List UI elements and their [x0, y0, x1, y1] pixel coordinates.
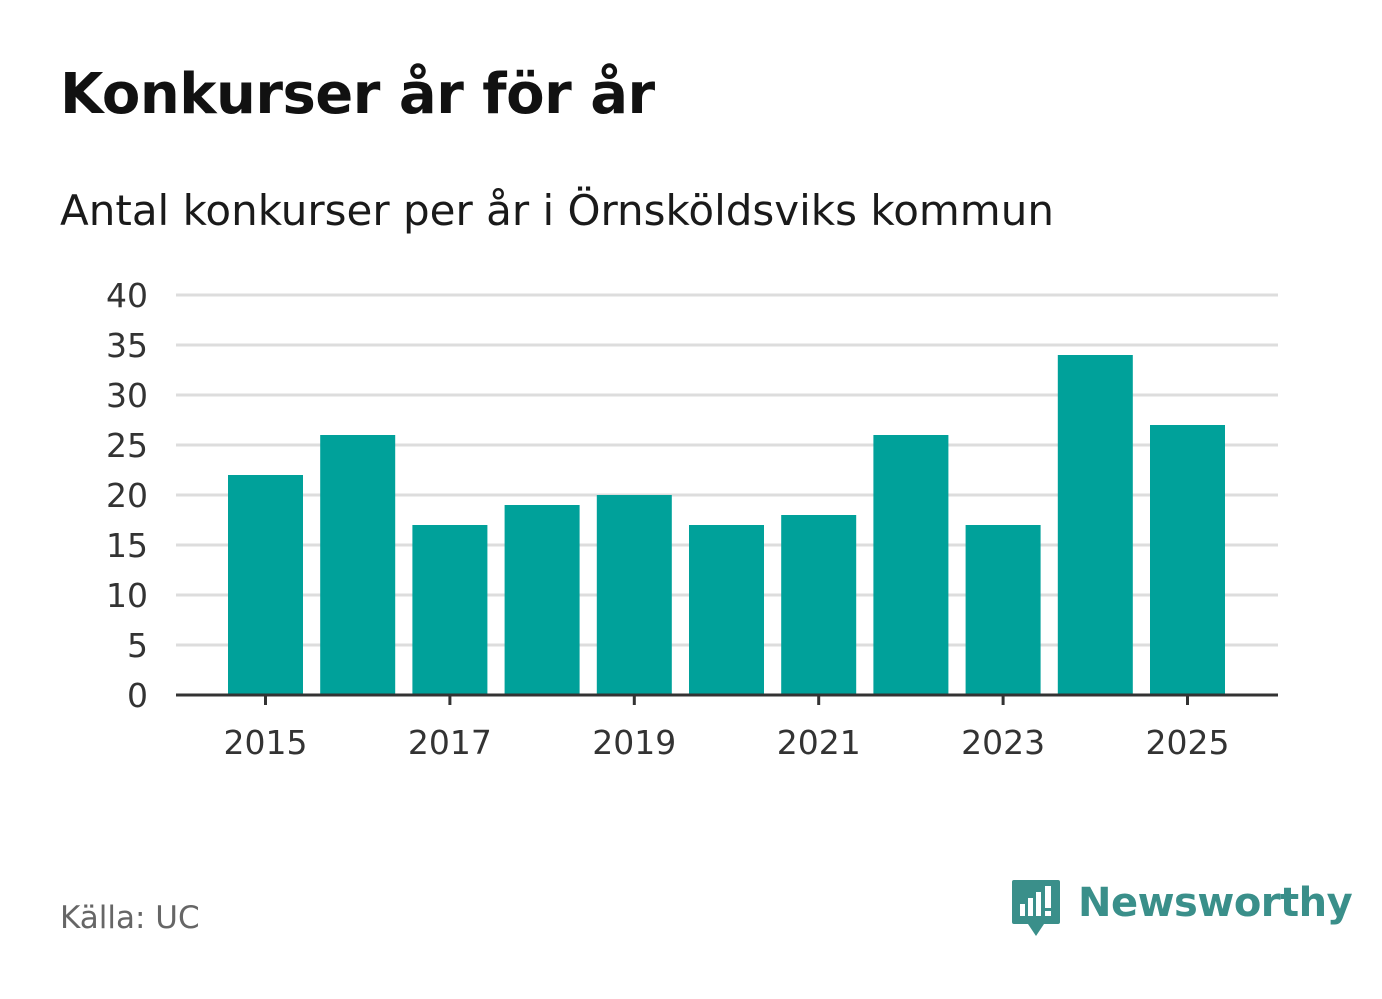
y-tick-label-35: 35 — [106, 326, 148, 365]
y-tick-label-40: 40 — [106, 276, 148, 315]
x-tick-label-2023: 2023 — [961, 723, 1045, 762]
bar-2024 — [1057, 355, 1133, 695]
bars — [228, 355, 1225, 695]
brand-name: Newsworthy — [1078, 880, 1353, 926]
x-axis-ticks: 2015 2017 2019 2021 2023 2025 — [224, 695, 1230, 762]
chart-title: Konkurser år för år — [60, 62, 655, 127]
bar-2021 — [781, 515, 857, 695]
x-tick-label-2017: 2017 — [408, 723, 492, 762]
bar-2022 — [873, 435, 949, 695]
bar-2025 — [1150, 425, 1225, 695]
bar-2015 — [228, 475, 303, 695]
y-tick-label-15: 15 — [106, 526, 148, 565]
source-note: Källa: UC — [60, 900, 200, 936]
bar-2018 — [504, 505, 580, 695]
y-tick-label-20: 20 — [106, 476, 148, 515]
x-tick-label-2021: 2021 — [777, 723, 861, 762]
bar-2019 — [596, 495, 672, 695]
x-tick-label-2019: 2019 — [592, 723, 676, 762]
y-tick-label-25: 25 — [106, 426, 148, 465]
y-tick-label-0: 0 — [127, 676, 148, 715]
newsworthy-logo-icon — [1012, 880, 1060, 936]
bar-2020 — [689, 525, 764, 695]
y-tick-label-30: 30 — [106, 376, 148, 415]
chart-subtitle: Antal konkurser per år i Örnsköldsviks k… — [60, 186, 1054, 235]
bar-2017 — [412, 525, 488, 695]
x-tick-label-2025: 2025 — [1146, 723, 1230, 762]
x-tick-label-2015: 2015 — [224, 723, 308, 762]
bar-2016 — [320, 435, 396, 695]
y-axis-ticks: 0 5 10 15 20 25 30 35 40 — [106, 276, 148, 715]
bar-2023 — [965, 525, 1041, 695]
y-tick-label-10: 10 — [106, 576, 148, 615]
y-tick-label-5: 5 — [127, 626, 148, 665]
brand-logo: Newsworthy — [1010, 878, 1353, 942]
